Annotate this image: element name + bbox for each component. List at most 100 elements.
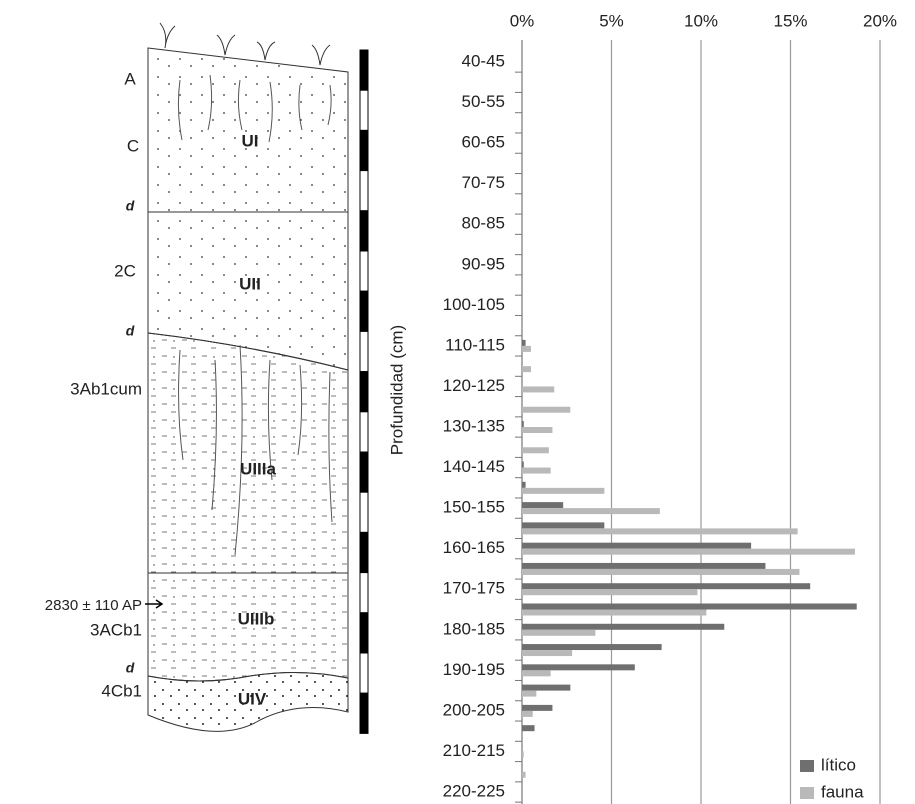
bar xyxy=(522,772,526,778)
horizon-label: 4Cb1 xyxy=(101,681,142,700)
x-tick-label: 10% xyxy=(684,11,718,30)
y-tick-label: 100-105 xyxy=(443,295,505,314)
scale-segment xyxy=(360,693,368,733)
scale-segment xyxy=(360,171,368,211)
y-tick-label: 70-75 xyxy=(462,173,505,192)
scale-segment xyxy=(360,291,368,331)
scale-segment xyxy=(360,50,368,90)
horizon-label: d xyxy=(126,198,135,214)
scale-segment xyxy=(360,492,368,532)
bar xyxy=(522,583,810,589)
bar xyxy=(522,447,549,453)
y-tick-label: 140-145 xyxy=(443,457,505,476)
y-tick-label: 210-215 xyxy=(443,741,505,760)
scale-segment xyxy=(360,251,368,291)
bar xyxy=(522,528,798,534)
bar xyxy=(522,462,524,468)
unit-label: UII xyxy=(239,274,261,293)
y-tick-label: 180-185 xyxy=(443,619,505,638)
horizon-label: 3Ab1cum xyxy=(70,379,142,398)
bar xyxy=(522,610,706,616)
bar xyxy=(522,468,551,474)
bar xyxy=(522,751,524,757)
bar xyxy=(522,340,526,346)
bar xyxy=(522,725,535,731)
horizon-label: A xyxy=(124,69,136,88)
bar xyxy=(522,569,799,575)
bar xyxy=(522,427,552,433)
scale-segment xyxy=(360,412,368,452)
bar xyxy=(522,705,552,711)
x-tick-label: 0% xyxy=(510,11,535,30)
bar xyxy=(522,685,570,691)
bar xyxy=(522,630,595,636)
y-axis-title: Profundidad (cm) xyxy=(387,325,406,455)
scale-segment xyxy=(360,211,368,251)
bar xyxy=(522,624,724,630)
bar xyxy=(522,522,604,528)
y-tick-label: 170-175 xyxy=(443,579,505,598)
horizon-label: d xyxy=(126,660,135,676)
scale-bar xyxy=(360,50,368,733)
legend-label: fauna xyxy=(821,782,864,801)
legend-label: lítico xyxy=(821,755,856,774)
bar xyxy=(522,386,554,392)
bar xyxy=(522,346,531,352)
x-tick-label: 15% xyxy=(773,11,807,30)
scale-segment xyxy=(360,130,368,170)
bar xyxy=(522,650,572,656)
unit-label: UIIIb xyxy=(238,609,275,628)
bar xyxy=(522,664,635,670)
scale-segment xyxy=(360,331,368,371)
unit-label: UI xyxy=(242,131,259,150)
scale-segment xyxy=(360,90,368,130)
date-label: 2830 ± 110 AP xyxy=(45,597,142,614)
horizon-label: C xyxy=(127,136,139,155)
y-tick-label: 40-45 xyxy=(462,51,505,70)
y-tick-label: 110-115 xyxy=(445,335,505,354)
bar xyxy=(522,644,662,650)
bar xyxy=(522,670,551,676)
bar xyxy=(522,711,533,717)
x-tick-label: 5% xyxy=(599,11,624,30)
scale-segment xyxy=(360,532,368,572)
bar xyxy=(522,691,536,697)
horizon-label: 3ACb1 xyxy=(90,620,142,639)
scale-segment xyxy=(360,613,368,653)
unit-label: UIIIa xyxy=(240,459,276,478)
y-tick-label: 220-225 xyxy=(443,781,505,800)
scale-segment xyxy=(360,452,368,492)
bar xyxy=(522,482,526,488)
legend-swatch xyxy=(800,760,814,772)
y-tick-label: 120-125 xyxy=(443,376,505,395)
horizon-label: 2C xyxy=(114,261,136,280)
bar xyxy=(522,589,697,595)
unit-label: UIV xyxy=(238,689,267,708)
bar xyxy=(522,549,855,555)
page: A C d 2C d 3Ab1cum 2830 ± 110 AP 3ACb1 d… xyxy=(0,0,915,804)
bar xyxy=(522,407,570,413)
scale-segment xyxy=(360,372,368,412)
bar xyxy=(522,488,604,494)
y-tick-label: 80-85 xyxy=(462,214,505,233)
y-tick-label: 130-135 xyxy=(443,416,505,435)
y-tick-label: 190-195 xyxy=(443,660,505,679)
y-tick-label: 60-65 xyxy=(462,133,505,152)
y-tick-label: 200-205 xyxy=(443,700,505,719)
y-tick-label: 160-165 xyxy=(443,538,505,557)
bar xyxy=(522,502,563,508)
bar xyxy=(522,543,751,549)
bar xyxy=(522,421,524,427)
scale-segment xyxy=(360,573,368,613)
bar xyxy=(522,604,857,610)
horizon-label: d xyxy=(126,323,135,339)
bar xyxy=(522,563,765,569)
scale-segment xyxy=(360,653,368,693)
legend-swatch xyxy=(800,787,814,799)
bar xyxy=(522,366,531,372)
y-tick-label: 50-55 xyxy=(462,92,505,111)
x-tick-label: 20% xyxy=(863,11,897,30)
y-tick-label: 150-155 xyxy=(443,498,505,517)
bar xyxy=(522,508,660,514)
y-tick-label: 90-95 xyxy=(462,254,505,273)
